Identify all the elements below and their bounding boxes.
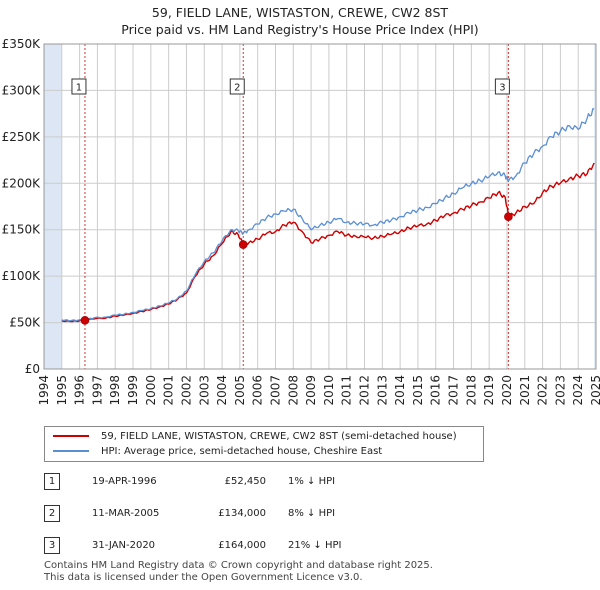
sale-marker-label: 1 [76,83,82,94]
chart-title-line-2: Price paid vs. HM Land Registry's House … [121,22,479,37]
legend-hpi-swatch [53,450,89,452]
sale-number-badge: 1 [44,473,60,490]
footer-licence: This data is licensed under the Open Gov… [44,572,363,583]
x-tick-label: 2000 [144,375,158,406]
legend: 59, FIELD LANE, WISTASTON, CREWE, CW2 8S… [44,426,484,462]
x-tick-label: 2012 [358,375,372,406]
y-tick-label: £0 [25,362,40,376]
x-tick-label: 1997 [90,375,104,406]
sale-row: 1 19-APR-1996 £52,450 1% ↓ HPI [44,473,384,490]
chart-title-line-1: 59, FIELD LANE, WISTASTON, CREWE, CW2 8S… [151,5,449,20]
x-tick-label: 2006 [251,375,265,406]
pre-data-shade [44,44,62,369]
x-tick-label: 1999 [126,375,140,406]
y-tick-label: £150K [2,223,42,237]
y-tick-label: £100K [2,269,42,283]
sale-hpi-diff: 21% ↓ HPI [288,540,342,551]
x-tick-label: 2004 [215,375,229,406]
x-tick-label: 2001 [162,375,176,406]
chart-title: 59, FIELD LANE, WISTASTON, CREWE, CW2 8S… [0,4,600,38]
sale-marker-box [229,78,245,95]
plot-frame [43,43,597,370]
sale-marker-label: 2 [234,83,240,94]
x-tick-label: 2016 [429,375,443,406]
y-tick-label: £350K [2,37,42,51]
x-tick-label: 2013 [375,375,389,406]
x-tick-label: 2009 [304,375,318,406]
x-tick-label: 2019 [482,375,496,406]
x-tick-label: 1995 [55,375,69,406]
sale-marker-box [494,78,510,95]
x-tick-label: 2017 [447,375,461,406]
sale-price: £52,450 [224,476,266,487]
footer: Contains HM Land Registry data © Crown c… [44,560,433,584]
x-tick-label: 1996 [73,375,87,406]
price-chart: £0 £50K £100K £150K £200K £250K £300K £350K 199… [2,37,600,406]
x-tick-label: 2007 [268,375,282,406]
legend-item-property: 59, FIELD LANE, WISTASTON, CREWE, CW2 8S… [53,430,457,444]
legend-hpi-label: HPI: Average price, semi-detached house,… [101,446,383,457]
y-tick-label: £300K [2,83,42,97]
x-tick-label: 2020 [500,375,514,406]
legend-property-swatch [53,435,89,437]
sale-price: £164,000 [218,540,266,551]
x-tick-label: 1998 [108,375,122,406]
sale-row: 3 31-JAN-2020 £164,000 21% ↓ HPI [44,537,384,554]
x-tick-label: 2024 [571,375,585,406]
hpi-line [61,108,595,322]
sale-date: 31-JAN-2020 [92,540,156,551]
sale-number-badge: 2 [44,505,60,522]
sale-point [504,212,513,222]
x-tick-label: 2002 [179,375,193,406]
sale-hpi-diff: 8% ↓ HPI [288,508,336,519]
post-data-shade [594,44,596,369]
x-tick-label: 2015 [411,375,425,406]
sale-date: 19-APR-1996 [92,476,157,487]
footer-copyright: Contains HM Land Registry data © Crown c… [44,560,433,571]
y-tick-label: £50K [9,316,41,330]
x-tick-label: 2005 [233,375,247,406]
x-tick-label: 2023 [553,375,567,406]
x-tick-label: 2003 [197,375,211,406]
sale-row: 2 11-MAR-2005 £134,000 8% ↓ HPI [44,505,384,522]
sale-date: 11-MAR-2005 [92,508,160,519]
x-tick-label: 2022 [536,375,550,406]
sale-point [80,315,90,325]
x-tick-label: 2025 [589,375,600,406]
y-tick-label: £250K [2,130,42,144]
sale-number-badge: 3 [44,537,60,554]
x-tick-label: 2008 [286,375,300,406]
sale-point [238,240,248,249]
x-tick-label: 2011 [340,375,354,406]
x-tick-label: 2014 [393,375,407,406]
x-tick-label: 2021 [518,375,532,406]
x-tick-label: 2010 [322,375,336,406]
x-tick-label: 1994 [37,375,51,406]
property-price-line [61,162,595,323]
sale-marker-box [71,78,87,95]
sale-price: £134,000 [218,508,266,519]
x-tick-label: 2018 [464,375,478,406]
y-tick-label: £200K [2,176,42,190]
sale-hpi-diff: 1% ↓ HPI [288,476,336,487]
legend-item-hpi: HPI: Average price, semi-detached house,… [53,445,382,459]
sale-marker-label: 3 [499,83,505,94]
legend-property-label: 59, FIELD LANE, WISTASTON, CREWE, CW2 8S… [101,431,457,442]
